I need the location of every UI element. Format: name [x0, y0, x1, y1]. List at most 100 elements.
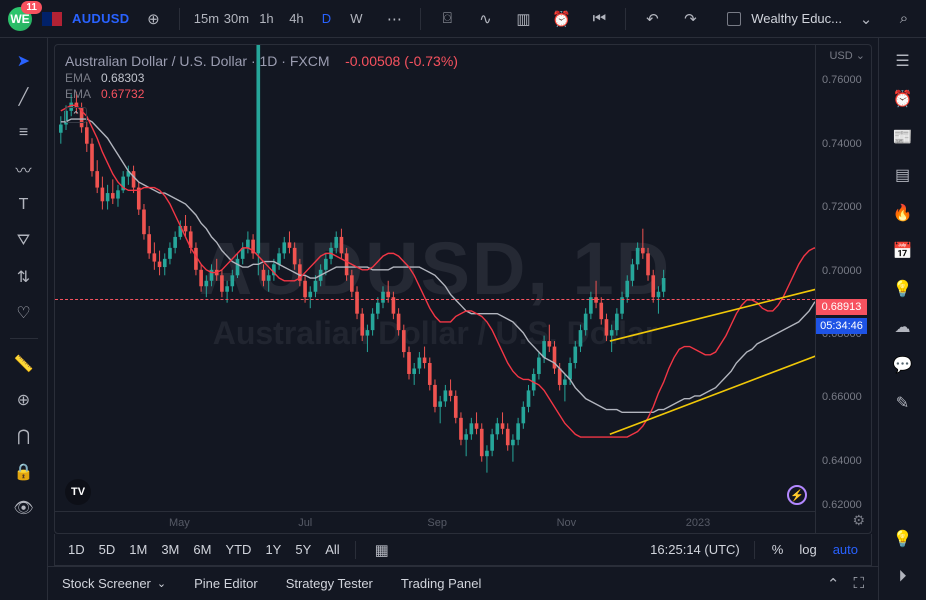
brush-tool[interactable]: 〰	[8, 154, 40, 184]
indicators-icon[interactable]: ∿	[471, 5, 499, 33]
time-tick: May	[169, 517, 190, 529]
bar-style-icon[interactable]: ⌼	[433, 5, 461, 33]
legend-title: Australian Dollar / U.S. Dollar · 1D · F…	[65, 53, 330, 69]
timeframe-D[interactable]: D	[312, 5, 340, 33]
range-5y[interactable]: 5Y	[292, 542, 314, 557]
chart-container: AUDUSD, 1D Australian Dollar / U.S. Doll…	[54, 44, 872, 534]
lock-tool[interactable]: 🔒	[8, 457, 40, 487]
timeframe-more-icon[interactable]: ⋯	[380, 5, 408, 33]
scale-percent[interactable]: %	[769, 542, 787, 557]
timeframe-group: 15m30m1h4hDW	[192, 5, 370, 33]
price-tick: 0.66000	[822, 391, 862, 403]
forecast-tool[interactable]: ⇅	[8, 262, 40, 292]
timeframe-30m[interactable]: 30m	[222, 5, 250, 33]
header-toolbar: WE 11 AUDUSD ⊕ 15m30m1h4hDW ⋯ ⌼ ∿ ▥ ⏰ ⏮ …	[0, 0, 926, 38]
clock-label: 16:25:14 (UTC)	[650, 542, 740, 557]
search-icon[interactable]: ⌕	[890, 5, 918, 33]
time-tick: 2023	[686, 517, 710, 529]
visibility-tool[interactable]: 👁	[8, 493, 40, 523]
tab-strategy-tester[interactable]: Strategy Tester	[286, 576, 373, 591]
replay-icon[interactable]: ⏮	[585, 5, 613, 33]
price-scale[interactable]: USD ⌄ ⚙ 0.760000.740000.720000.700000.68…	[815, 45, 871, 533]
chat-icon[interactable]: ☁	[887, 312, 919, 342]
timeframe-1h[interactable]: 1h	[252, 5, 280, 33]
magnet-tool[interactable]: ⋂	[8, 421, 40, 451]
current-price-line	[55, 299, 815, 300]
right-toolbar: ☰ ⏰ 📰 ▤ 🔥 📅 💡 ☁ 💬 ✎ 💡 ⏵	[878, 38, 926, 600]
range-1y[interactable]: 1Y	[262, 542, 284, 557]
goto-date-icon[interactable]: ▦	[368, 536, 396, 564]
streams-icon[interactable]: 💬	[887, 350, 919, 380]
price-tick: 0.70000	[822, 265, 862, 277]
ema-fast-value: 0.67732	[101, 87, 144, 101]
range-3m[interactable]: 3M	[158, 542, 182, 557]
zoom-tool[interactable]: ⊕	[8, 385, 40, 415]
notes-icon[interactable]: ✎	[887, 388, 919, 418]
time-axis: MayJulSepNov2023	[55, 511, 815, 533]
layout-dropdown-icon[interactable]: ⌄	[852, 5, 880, 33]
layout-name[interactable]: Wealthy Educ...	[751, 11, 842, 26]
chart-pane[interactable]: AUDUSD, 1D Australian Dollar / U.S. Doll…	[55, 45, 815, 533]
time-tick: Jul	[298, 517, 312, 529]
tab-stock-screener[interactable]: Stock Screener⌄	[62, 576, 166, 591]
panel-fullscreen-icon[interactable]: ⛶	[853, 575, 864, 593]
templates-icon[interactable]: ▥	[509, 5, 537, 33]
legend-change-abs: -0.00508	[345, 53, 400, 69]
toggle-panel-icon[interactable]: ⏵	[887, 562, 919, 592]
current-price-label: 0.68913	[816, 299, 867, 315]
calendar-icon[interactable]: 📅	[887, 236, 919, 266]
pattern-tool[interactable]: ⛛	[8, 226, 40, 256]
help-icon[interactable]: 💡	[887, 524, 919, 554]
tab-trading-panel[interactable]: Trading Panel	[401, 576, 481, 591]
notification-count: 11	[21, 1, 42, 14]
timeframe-4h[interactable]: 4h	[282, 5, 310, 33]
brand-badge-text: WE	[10, 12, 29, 26]
pair-flag-icon	[42, 12, 62, 26]
chart-legend: Australian Dollar / U.S. Dollar · 1D · F…	[65, 53, 458, 123]
cursor-tool[interactable]: ➤	[8, 46, 40, 76]
fib-tool[interactable]: ≡	[8, 118, 40, 148]
hotlists-icon[interactable]: 🔥	[887, 198, 919, 228]
redo-icon[interactable]: ↷	[676, 5, 704, 33]
range-5d[interactable]: 5D	[96, 542, 119, 557]
range-ytd[interactable]: YTD	[222, 542, 254, 557]
brand-badge[interactable]: WE 11	[8, 7, 32, 31]
bottom-panels: Stock Screener⌄ Pine Editor Strategy Tes…	[48, 566, 878, 600]
scale-settings-icon[interactable]: ⚙	[852, 512, 865, 529]
undo-icon[interactable]: ↶	[638, 5, 666, 33]
price-tick: 0.76000	[822, 74, 862, 86]
data-window-icon[interactable]: ▤	[887, 160, 919, 190]
news-icon[interactable]: 📰	[887, 122, 919, 152]
price-tick: 0.64000	[822, 455, 862, 467]
snapshot-icon[interactable]: ⚡	[787, 485, 807, 505]
layout-checkbox[interactable]	[727, 12, 741, 26]
text-tool[interactable]: T	[8, 190, 40, 220]
time-tick: Sep	[427, 517, 447, 529]
range-bar: 1D5D1M3M6MYTD1Y5YAll ▦ 16:25:14 (UTC) % …	[54, 534, 872, 566]
trendline-tool[interactable]: ╱	[8, 82, 40, 112]
alerts-icon[interactable]: ⏰	[887, 84, 919, 114]
collapse-legend-icon[interactable]: ⌃	[65, 107, 87, 123]
add-symbol-button[interactable]: ⊕	[139, 5, 167, 33]
range-all[interactable]: All	[322, 542, 342, 557]
favorite-tool[interactable]: ♡	[8, 298, 40, 328]
currency-label: USD	[829, 50, 852, 62]
panel-collapse-icon[interactable]: ⌃	[827, 575, 840, 593]
scale-auto[interactable]: auto	[830, 542, 861, 557]
tradingview-logo-icon[interactable]: TV	[65, 479, 91, 505]
price-tick: 0.74000	[822, 138, 862, 150]
scale-log[interactable]: log	[796, 542, 819, 557]
range-6m[interactable]: 6M	[190, 542, 214, 557]
ideas-icon[interactable]: 💡	[887, 274, 919, 304]
range-1d[interactable]: 1D	[65, 542, 88, 557]
watchlist-icon[interactable]: ☰	[887, 46, 919, 76]
tab-pine-editor[interactable]: Pine Editor	[194, 576, 258, 591]
range-1m[interactable]: 1M	[126, 542, 150, 557]
ruler-tool[interactable]: 📏	[8, 349, 40, 379]
timeframe-15m[interactable]: 15m	[192, 5, 220, 33]
alert-icon[interactable]: ⏰	[547, 5, 575, 33]
drawing-toolbar: ➤ ╱ ≡ 〰 T ⛛ ⇅ ♡ 📏 ⊕ ⋂ 🔒 👁	[0, 38, 48, 600]
timeframe-W[interactable]: W	[342, 5, 370, 33]
ema-slow-label: EMA	[65, 71, 91, 85]
symbol-name[interactable]: AUDUSD	[72, 11, 129, 26]
